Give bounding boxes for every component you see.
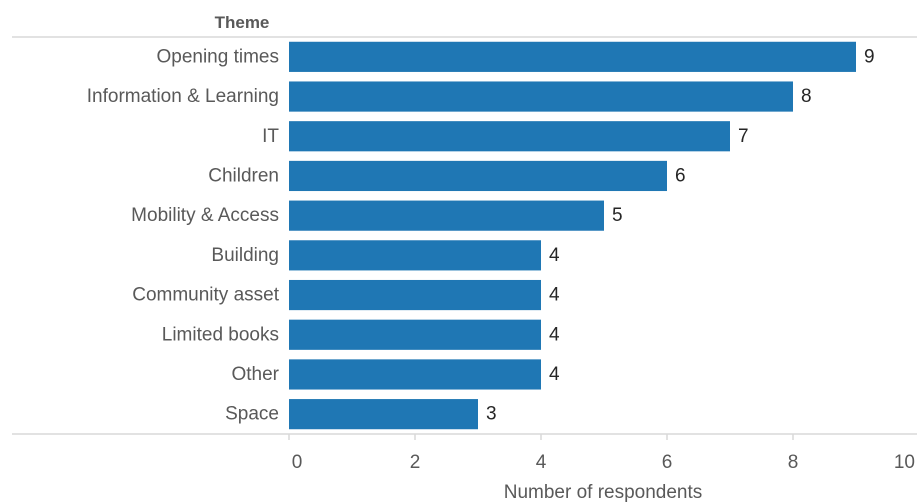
data-label-1: 8	[801, 86, 812, 107]
data-label-4: 5	[612, 205, 623, 226]
x-tick-label-5: 10	[894, 452, 915, 473]
data-label-5: 4	[549, 245, 560, 266]
x-axis-title: Number of respondents	[504, 482, 703, 503]
category-label-0: Opening times	[156, 46, 279, 67]
category-label-9: Space	[225, 404, 279, 425]
category-label-6: Community asset	[132, 285, 279, 306]
bar-6	[289, 279, 541, 311]
data-label-2: 7	[738, 126, 749, 147]
data-label-8: 4	[549, 364, 560, 385]
category-label-4: Mobility & Access	[131, 205, 279, 226]
bar-1	[289, 81, 793, 112]
category-label-5: Building	[211, 245, 279, 266]
category-labels-group: Opening times Information & Learning IT Chi…	[87, 46, 280, 424]
bar-5	[289, 240, 541, 271]
category-label-7: Limited books	[162, 324, 279, 345]
bars-group	[289, 41, 856, 430]
x-tick-label-0: 0	[292, 452, 303, 473]
x-tick-label-3: 6	[662, 452, 673, 473]
data-labels-group: 9 8 7 6 5 4 4 4 4 3	[486, 46, 875, 424]
category-label-2: IT	[262, 126, 279, 147]
category-label-3: Children	[208, 165, 279, 186]
bar-0	[289, 41, 856, 72]
data-label-0: 9	[864, 46, 875, 67]
x-tick-label-1: 2	[410, 452, 421, 473]
bar-9	[289, 399, 478, 430]
bar-8	[289, 359, 541, 390]
bar-4	[289, 200, 604, 231]
bar-7	[289, 319, 541, 350]
category-header: Theme	[215, 13, 270, 32]
data-label-7: 4	[549, 324, 560, 345]
category-label-8: Other	[231, 364, 279, 385]
bar-2	[289, 121, 730, 152]
x-ticks-group: 0 2 4 6 8 10	[288, 434, 915, 473]
data-label-6: 4	[549, 285, 560, 306]
x-tick-label-2: 4	[536, 452, 547, 473]
data-label-3: 6	[675, 165, 686, 186]
x-tick-label-4: 8	[788, 452, 799, 473]
data-label-9: 3	[486, 404, 497, 425]
category-label-1: Information & Learning	[87, 86, 279, 107]
bar-3	[289, 160, 667, 192]
